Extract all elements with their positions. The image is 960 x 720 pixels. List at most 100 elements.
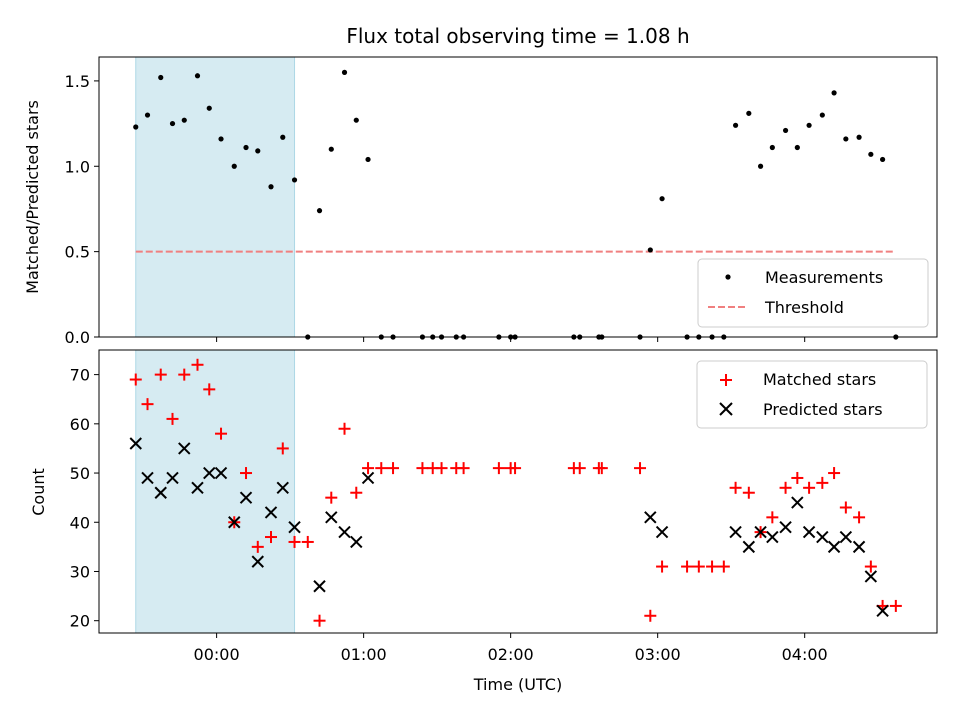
legend-predicted-label: Predicted stars <box>763 400 883 419</box>
measurement-point <box>316 208 323 214</box>
y-tick-label: 70 <box>70 366 90 385</box>
measurement-point <box>856 134 862 140</box>
matched-star-point <box>191 358 204 371</box>
matched-star-point <box>889 599 902 612</box>
matched-star-point <box>803 481 816 494</box>
predicted-star-point <box>264 506 278 519</box>
predicted-star-point <box>644 511 657 524</box>
predicted-star-point <box>655 525 669 539</box>
measurement-point <box>328 146 334 152</box>
predicted-star-point <box>754 525 767 539</box>
measurement-point <box>794 144 800 151</box>
highlight-span-rect <box>135 57 295 337</box>
matched-star-point <box>240 467 253 480</box>
bottom-panel: 20 30 40 50 60 70 00:00 01:00 02:00 03:00 04:00 Co… <box>29 349 938 694</box>
y-tick-label: 50 <box>70 464 90 483</box>
top-y-axis-label: Matched/Predicted stars <box>23 100 42 294</box>
predicted-star-point <box>361 471 375 485</box>
legend-matched-marker <box>720 374 732 386</box>
legend-threshold-label: Threshold <box>764 298 844 317</box>
measurement-point <box>746 110 752 116</box>
bottom-y-axis-label: Count <box>29 468 48 516</box>
matched-star-point <box>742 486 755 499</box>
y-tick-label: 20 <box>70 612 90 631</box>
matched-star-point <box>313 614 326 627</box>
predicted-star-point <box>288 520 301 534</box>
x-tick-label: 00:00 <box>194 645 240 664</box>
measurement-point <box>659 196 665 202</box>
measurement-point <box>868 151 874 157</box>
matched-star-point <box>828 467 841 480</box>
predicted-star-point <box>742 540 756 554</box>
measurement-point <box>732 122 739 128</box>
y-tick-label: 1.5 <box>65 72 90 91</box>
predicted-star-point <box>178 442 191 455</box>
measurement-point <box>806 122 812 128</box>
bottom-legend: Matched stars Predicted stars <box>696 360 928 429</box>
predicted-star-point <box>276 481 289 495</box>
matched-star-point <box>325 491 338 504</box>
matched-star-point <box>435 462 448 475</box>
legend-predicted-marker <box>719 402 733 416</box>
predicted-star-point <box>166 471 179 485</box>
x-tick-label: 04:00 <box>782 645 828 664</box>
top-legend: Measurements Threshold <box>697 258 929 328</box>
measurement-point <box>757 163 764 169</box>
predicted-star-point <box>729 525 742 539</box>
matched-star-point <box>681 560 694 573</box>
predicted-star-point <box>791 496 804 509</box>
measurement-point <box>880 156 886 163</box>
measurement-point <box>255 148 261 154</box>
predicted-star-point <box>338 525 351 539</box>
matched-star-point <box>634 462 647 475</box>
measurement-point <box>144 112 151 118</box>
predicted-star-point <box>154 486 167 499</box>
matched-star-point <box>215 427 228 440</box>
matched-star-point <box>457 462 470 475</box>
measurement-point <box>769 144 775 151</box>
bottom-x-axis-label: Time (UTC) <box>473 675 562 694</box>
matched-star-point <box>779 481 792 494</box>
legend-measurements-label: Measurements <box>765 268 883 287</box>
matched-star-point <box>265 531 278 544</box>
measurement-point <box>843 136 849 142</box>
y-tick-label: 1.0 <box>65 157 90 176</box>
predicted-star-point <box>802 525 816 539</box>
measurement-point <box>133 124 139 130</box>
matched-star-point <box>276 442 289 455</box>
bottom-axis-ticks: 20 30 40 50 60 70 00:00 01:00 02:00 03:00 04:00 <box>70 366 828 664</box>
matched-star-point <box>416 462 429 475</box>
predicted-star-point <box>839 530 853 544</box>
matched-star-point <box>129 373 142 386</box>
measurement-point <box>365 156 371 163</box>
measurement-point <box>206 105 212 111</box>
predicted-star-point <box>876 604 889 618</box>
predicted-star-point <box>239 491 253 504</box>
matched-star-point <box>839 501 852 514</box>
matched-star-point <box>375 462 388 475</box>
matched-star-point <box>301 535 314 548</box>
predicted-star-point <box>779 520 792 534</box>
measurement-point <box>782 127 789 134</box>
matched-star-point <box>864 560 877 573</box>
matched-star-point <box>288 535 301 548</box>
measurement-point <box>231 163 237 169</box>
matched-star-point <box>791 471 804 484</box>
predicted-star-point <box>203 466 216 480</box>
y-tick-label: 60 <box>70 415 90 434</box>
measurement-point <box>158 74 164 81</box>
matched-star-point <box>766 511 779 524</box>
matched-star-point <box>492 462 505 475</box>
matched-star-point <box>154 368 167 381</box>
matched-stars-points <box>129 358 902 627</box>
top-panel: 0.0 0.5 1.0 1.5 Flux total observing time =… <box>23 24 938 347</box>
predicted-star-point <box>228 516 241 529</box>
matched-star-point <box>166 412 179 425</box>
predicted-star-point <box>864 570 878 583</box>
matched-star-point <box>853 511 866 524</box>
measurement-point <box>243 144 249 151</box>
predicted-star-point <box>141 471 154 485</box>
predicted-star-point <box>214 466 228 480</box>
predicted-star-point <box>325 511 338 524</box>
